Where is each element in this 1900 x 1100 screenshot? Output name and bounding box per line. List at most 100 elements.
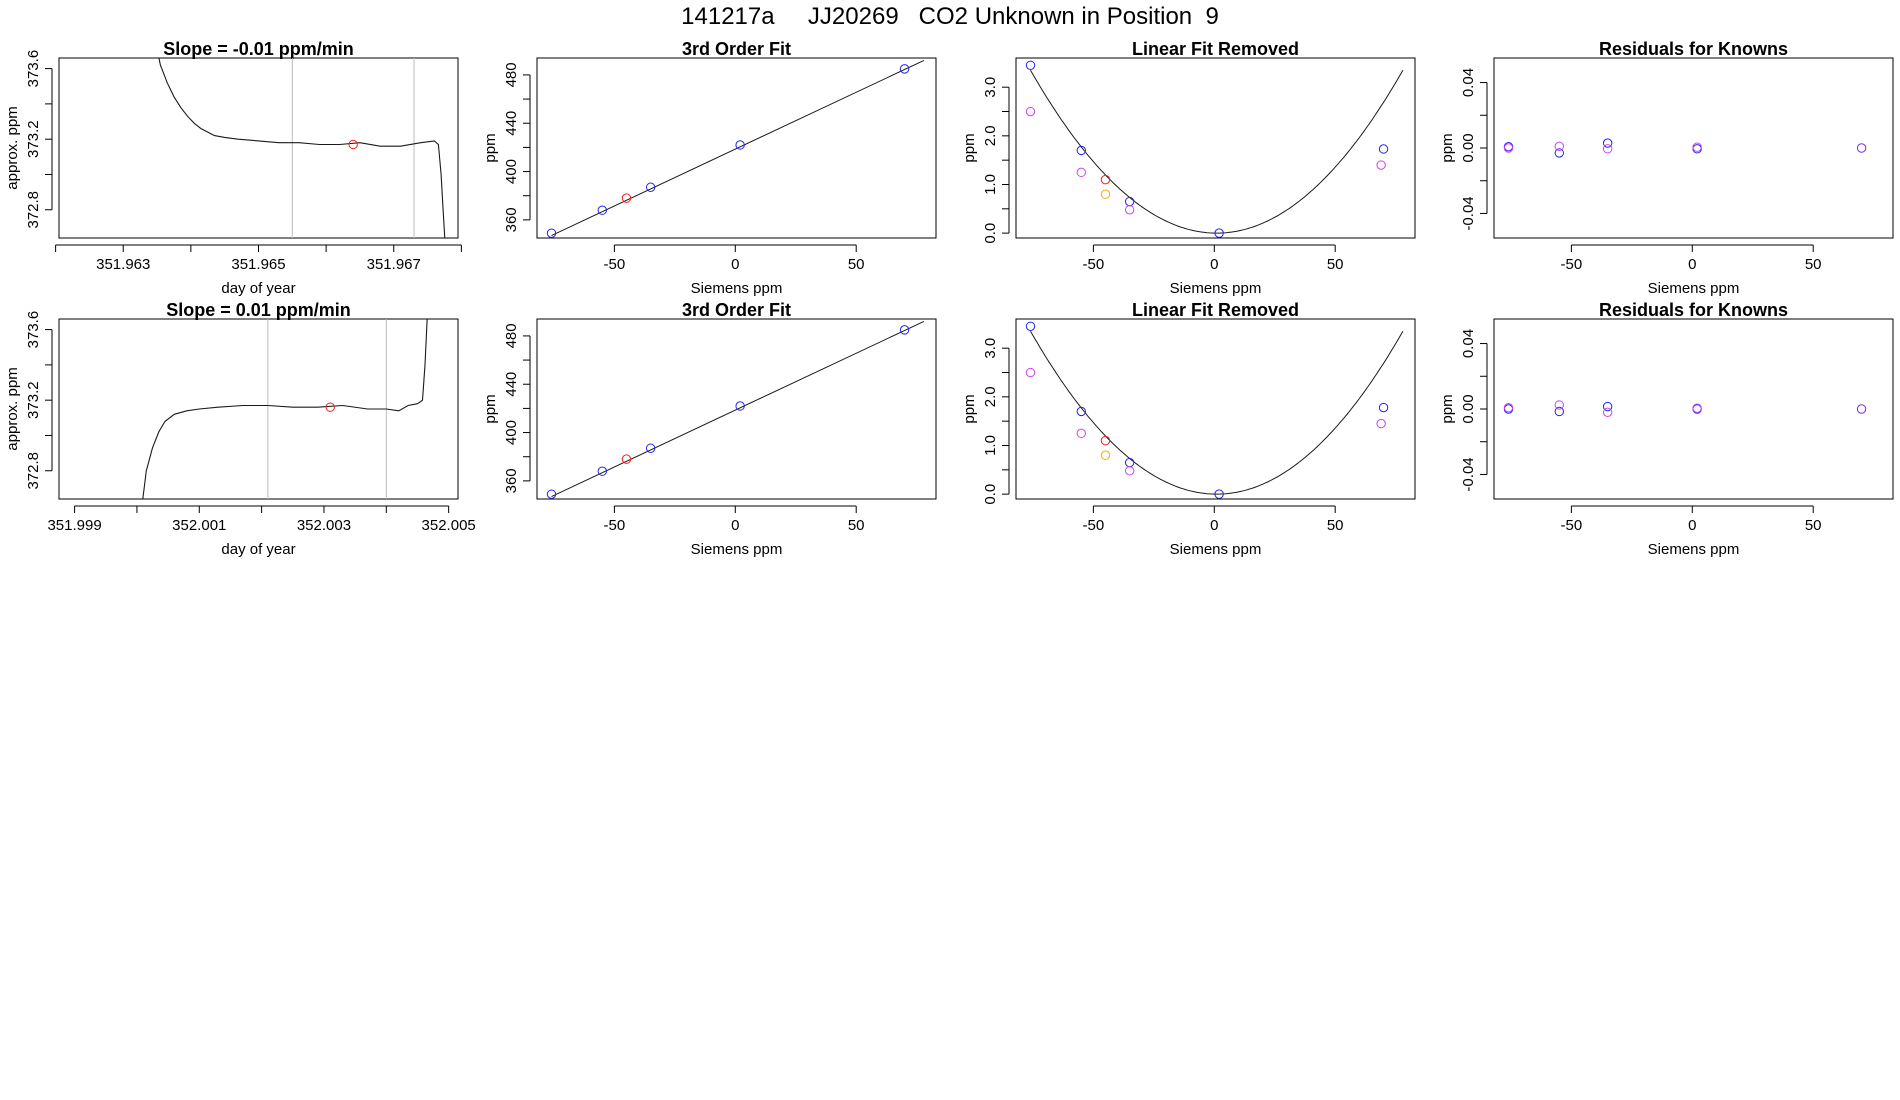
plot-frame bbox=[58, 318, 459, 500]
data-point bbox=[1100, 174, 1111, 185]
data-point bbox=[1124, 466, 1135, 476]
chart-title: Residuals for Knowns bbox=[1599, 300, 1788, 320]
chart-title: Slope = 0.01 ppm/min bbox=[166, 300, 351, 320]
data-point bbox=[1100, 435, 1111, 446]
y-tick-label: 2.0 bbox=[982, 386, 999, 407]
data-point bbox=[1214, 489, 1224, 499]
y-axis-label: approx. ppm bbox=[4, 106, 21, 189]
series-group bbox=[1025, 321, 1404, 499]
x-tick-label: 352.005 bbox=[422, 517, 476, 534]
data-point bbox=[546, 228, 557, 238]
fit-line bbox=[551, 59, 925, 237]
data-point bbox=[645, 443, 656, 453]
x-axis-label: day of year bbox=[221, 280, 295, 297]
plot-frame bbox=[536, 318, 937, 500]
x-tick-label: 50 bbox=[1327, 517, 1344, 534]
x-tick-label: 0 bbox=[1688, 517, 1696, 534]
data-point bbox=[1602, 144, 1613, 154]
x-axis-label: Siemens ppm bbox=[1648, 541, 1740, 558]
x-axis-label: Siemens ppm bbox=[691, 541, 783, 558]
y-tick-label: 0.0 bbox=[982, 223, 999, 244]
x-tick-label: 50 bbox=[1805, 517, 1822, 534]
data-point bbox=[1025, 60, 1036, 70]
y-axis-label: ppm bbox=[482, 133, 499, 162]
data-point bbox=[1602, 138, 1613, 148]
data-point bbox=[1503, 402, 1514, 413]
data-point bbox=[899, 325, 910, 335]
series-group bbox=[1025, 60, 1404, 238]
panel-r2c1: Slope = 0.01 ppm/min 351.999 352.001 352.00… bbox=[4, 300, 476, 558]
data-point bbox=[597, 205, 607, 215]
y-tick-label: 1.0 bbox=[982, 174, 999, 195]
data-point bbox=[621, 193, 632, 203]
chart-title: 3rd Order Fit bbox=[682, 39, 791, 59]
data-point bbox=[1554, 400, 1564, 410]
y-tick-label: 0.00 bbox=[1460, 133, 1477, 162]
panel-r2c2: 3rd Order Fit -50 0 50 Siemens ppm 360 400 440 4… bbox=[482, 300, 937, 558]
fit-curve bbox=[1030, 330, 1404, 495]
y-tick-label: 2.0 bbox=[982, 125, 999, 146]
data-point bbox=[1100, 189, 1111, 199]
x-axis-label: Siemens ppm bbox=[1648, 280, 1740, 297]
y-tick-label: 0.04 bbox=[1460, 329, 1477, 358]
data-point bbox=[645, 182, 656, 192]
data-point bbox=[546, 489, 557, 499]
x-tick-label: 0 bbox=[1210, 256, 1218, 273]
data-point bbox=[597, 466, 607, 476]
x-tick-label: -50 bbox=[1083, 517, 1105, 534]
x-tick-label: 50 bbox=[1327, 256, 1344, 273]
data-point bbox=[1378, 144, 1389, 154]
data-point bbox=[1025, 106, 1036, 117]
series-group bbox=[546, 320, 925, 499]
data-point bbox=[1692, 403, 1702, 413]
data-point bbox=[1025, 367, 1036, 378]
y-axis-label: approx. ppm bbox=[4, 367, 21, 450]
y-tick-label: 480 bbox=[503, 62, 520, 87]
plot-frame bbox=[1493, 318, 1894, 500]
y-tick-label: 373.6 bbox=[25, 50, 42, 88]
x-axis-label: Siemens ppm bbox=[1170, 541, 1262, 558]
y-tick-label: 1.0 bbox=[982, 435, 999, 456]
trace-line bbox=[158, 58, 446, 238]
y-tick-label: 3.0 bbox=[982, 338, 999, 359]
data-point bbox=[1602, 407, 1613, 417]
y-axis-label: ppm bbox=[961, 133, 978, 162]
y-tick-label: 372.8 bbox=[25, 191, 42, 229]
data-point bbox=[1214, 228, 1224, 238]
data-point bbox=[1692, 142, 1702, 152]
data-point bbox=[1076, 428, 1086, 439]
data-point bbox=[899, 64, 910, 74]
y-tick-label: 373.2 bbox=[25, 381, 42, 419]
x-axis-label: Siemens ppm bbox=[1170, 280, 1262, 297]
y-tick-label: 400 bbox=[503, 420, 520, 445]
fit-line bbox=[551, 320, 925, 498]
chart-title: Residuals for Knowns bbox=[1599, 39, 1788, 59]
data-point bbox=[1856, 143, 1867, 153]
data-point bbox=[1025, 321, 1036, 331]
data-point bbox=[1503, 143, 1514, 153]
data-point bbox=[1602, 401, 1613, 412]
mean-marker bbox=[325, 402, 335, 412]
series-group bbox=[142, 319, 428, 499]
data-point bbox=[1124, 196, 1135, 207]
x-tick-label: 0 bbox=[1210, 517, 1218, 534]
y-axis-label: ppm bbox=[961, 394, 978, 423]
y-tick-label: 360 bbox=[503, 207, 520, 232]
panel-r2c4: Residuals for Knowns -50 0 50 Siemens ppm -0.… bbox=[1439, 300, 1894, 558]
data-point bbox=[1378, 402, 1389, 413]
x-tick-label: -50 bbox=[1561, 256, 1583, 273]
plot-frame bbox=[536, 57, 937, 239]
chart-title: Slope = -0.01 ppm/min bbox=[163, 39, 354, 59]
data-point bbox=[1554, 141, 1564, 152]
data-point bbox=[735, 401, 745, 411]
fit-curve bbox=[1030, 69, 1404, 234]
y-tick-label: 373.6 bbox=[25, 311, 42, 349]
page-title: 141217a JJ20269 CO2 Unknown in Position … bbox=[681, 3, 1219, 30]
y-tick-label: 373.2 bbox=[25, 120, 42, 158]
data-point bbox=[1554, 148, 1564, 158]
data-point bbox=[1124, 205, 1135, 215]
x-tick-label: 0 bbox=[731, 517, 739, 534]
panel-r1c4: Residuals for Knowns -50 0 50 Siemens ppm -0.… bbox=[1439, 39, 1894, 297]
y-tick-label: 440 bbox=[503, 372, 520, 397]
